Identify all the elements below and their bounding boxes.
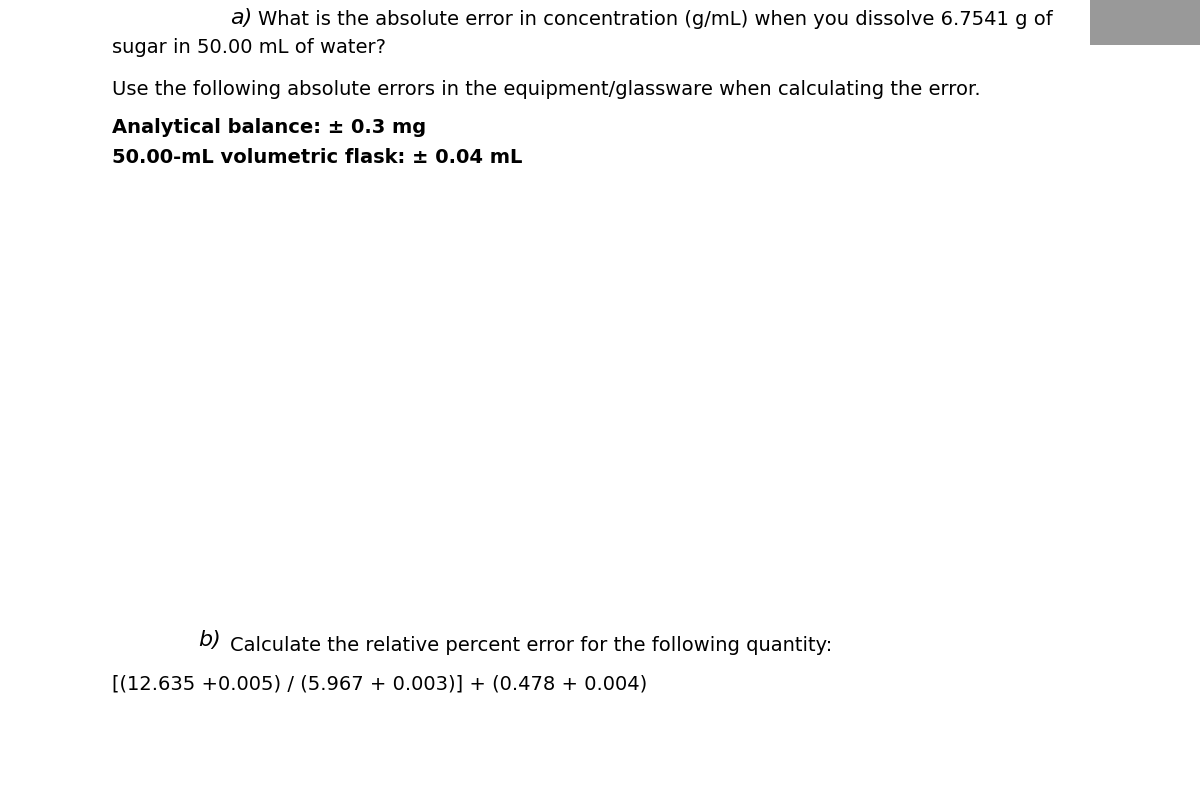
Text: What is the absolute error in concentration (g/mL) when you dissolve 6.7541 g of: What is the absolute error in concentrat…: [258, 10, 1052, 29]
Text: Use the following absolute errors in the equipment/glassware when calculating th: Use the following absolute errors in the…: [112, 80, 980, 99]
Text: a): a): [230, 8, 252, 28]
Text: Analytical balance: ± 0.3 mg: Analytical balance: ± 0.3 mg: [112, 118, 426, 137]
Text: [(12.635 +0.005) / (5.967 + 0.003)] + (0.478 + 0.004): [(12.635 +0.005) / (5.967 + 0.003)] + (0…: [112, 674, 647, 693]
Bar: [1090, 0, 1200, 45]
Text: b): b): [198, 630, 221, 650]
Text: Calculate the relative percent error for the following quantity:: Calculate the relative percent error for…: [230, 636, 833, 655]
Text: sugar in 50.00 mL of water?: sugar in 50.00 mL of water?: [112, 38, 386, 57]
Text: 50.00-mL volumetric flask: ± 0.04 mL: 50.00-mL volumetric flask: ± 0.04 mL: [112, 148, 522, 167]
